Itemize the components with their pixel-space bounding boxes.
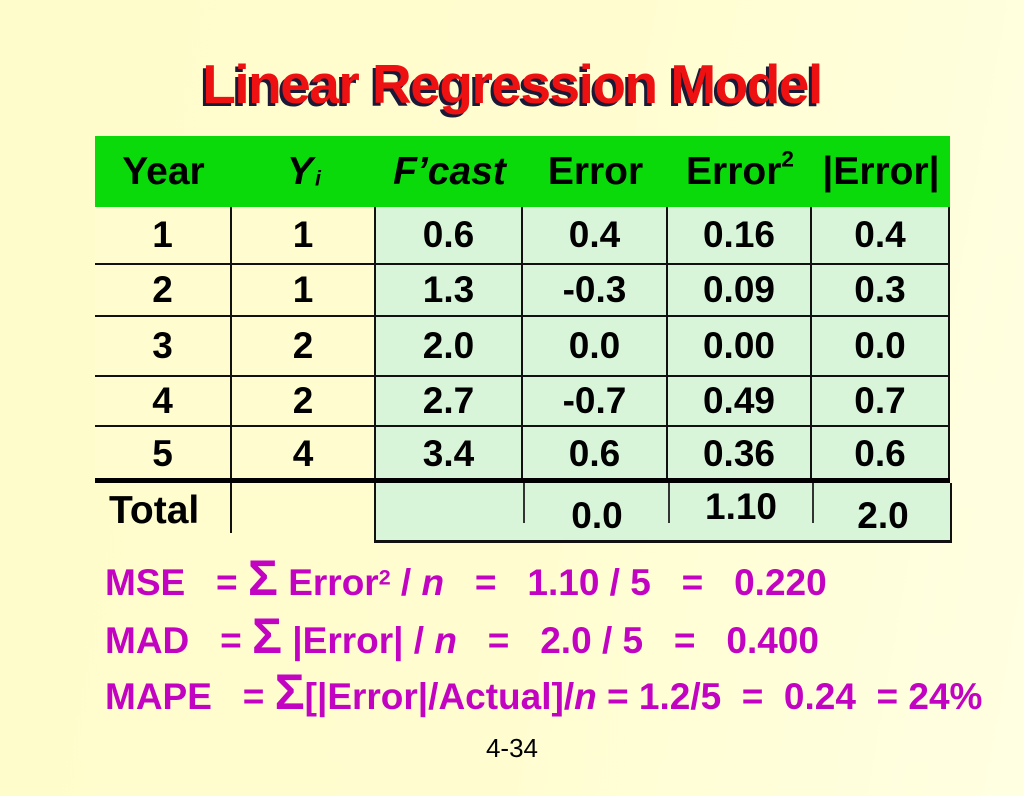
total-row-divider-line bbox=[668, 483, 670, 523]
column-header-fcast: F’cast bbox=[376, 136, 523, 207]
table-cell: 1 bbox=[95, 207, 232, 265]
table-cell: 2.7 bbox=[376, 377, 523, 427]
table-cell: 1.3 bbox=[376, 265, 523, 317]
formula-mape: MAPE = Σ [|Error|/Actual]/n = 1.2/5 = 0.2… bbox=[105, 664, 983, 720]
total-error-squared-value: 1.10 bbox=[704, 486, 778, 527]
formula-mse-exponent: 2 bbox=[378, 565, 391, 590]
page-title: Linear Regression Model bbox=[202, 53, 823, 115]
equals-sign: = bbox=[211, 676, 275, 717]
formula-mse-term: Error bbox=[277, 562, 379, 603]
formula-mad-term: |Error| / bbox=[282, 620, 435, 661]
column-header-error: Error bbox=[523, 136, 668, 207]
table-cell: 1 bbox=[232, 265, 376, 317]
column-header-year-label: Year bbox=[122, 149, 205, 193]
table-cell: 0.09 bbox=[668, 265, 812, 317]
column-header-yi-subscript: i bbox=[315, 166, 321, 191]
n-variable: n bbox=[574, 676, 597, 717]
formula-mad: MAD = Σ |Error| / n = 2.0 / 5 = 0.400 bbox=[105, 608, 819, 664]
table-cell: 0.0 bbox=[812, 317, 950, 377]
n-variable: n bbox=[421, 562, 445, 603]
table-cell: 1 bbox=[232, 207, 376, 265]
column-header-year: Year bbox=[95, 136, 232, 207]
table-cell: 4 bbox=[232, 427, 376, 480]
column-header-abs-error-label: |Error| bbox=[822, 149, 940, 193]
total-row-column-divider bbox=[230, 483, 232, 533]
total-row-divider-line bbox=[812, 483, 814, 523]
table-cell: 2.0 bbox=[376, 317, 523, 377]
table-cell: 0.6 bbox=[376, 207, 523, 265]
total-row-divider-line bbox=[523, 483, 525, 523]
formula-mad-label: MAD bbox=[105, 620, 190, 661]
table-cell: 0.16 bbox=[668, 207, 812, 265]
formula-mad-result: = 2.0 / 5 = 0.400 bbox=[456, 620, 819, 661]
total-row-label: Total bbox=[109, 489, 200, 532]
n-variable: n bbox=[434, 620, 457, 661]
table-cell: 2 bbox=[95, 265, 232, 317]
column-header-error-squared-exponent: 2 bbox=[781, 146, 794, 172]
total-row-green-block: 0.0 1.10 2.0 bbox=[374, 483, 952, 543]
table-cell: 0.36 bbox=[668, 427, 812, 480]
total-abs-error-value: 2.0 bbox=[857, 495, 909, 536]
formula-mse-result: = 1.10 / 5 = 0.220 bbox=[444, 562, 827, 603]
slide-number: 4-34 bbox=[485, 733, 539, 763]
column-header-yi-base: Y bbox=[287, 149, 314, 193]
column-header-error-squared-base: Error bbox=[686, 149, 782, 193]
table-cell: 5 bbox=[95, 427, 232, 480]
column-header-abs-error: |Error| bbox=[812, 136, 950, 207]
table-cell: 0.3 bbox=[812, 265, 950, 317]
table-cell: 2 bbox=[232, 377, 376, 427]
table-cell: 0.4 bbox=[812, 207, 950, 265]
table-cell: -0.3 bbox=[523, 265, 668, 317]
table-cell: 0.6 bbox=[812, 427, 950, 480]
formula-mape-term: [|Error|/Actual]/ bbox=[304, 676, 575, 717]
column-header-fcast-label: F’cast bbox=[393, 149, 506, 193]
table-cell: 0.6 bbox=[523, 427, 668, 480]
table-cell: 3 bbox=[95, 317, 232, 377]
formula-mape-label: MAPE bbox=[105, 676, 212, 717]
column-header-error-squared: Error 2 bbox=[668, 136, 812, 207]
table-cell: 2 bbox=[232, 317, 376, 377]
table-total-divider bbox=[95, 478, 950, 483]
column-header-error-label: Error bbox=[547, 149, 644, 193]
equals-sign: = bbox=[185, 562, 248, 603]
formula-mape-result: = 1.2/5 = 0.24 = 24% bbox=[596, 676, 983, 717]
formula-mse-divider: / bbox=[390, 562, 422, 603]
table-cell: 0.0 bbox=[523, 317, 668, 377]
table-cell: 4 bbox=[95, 377, 232, 427]
table-cell: 3.4 bbox=[376, 427, 523, 480]
equals-sign: = bbox=[189, 620, 252, 661]
table-body: 1 1 0.6 0.4 0.16 0.4 2 1 1.3 -0.3 0.09 0… bbox=[95, 207, 950, 480]
table-cell: 0.49 bbox=[668, 377, 812, 427]
total-error-value: 0.0 bbox=[571, 495, 623, 536]
table-cell: -0.7 bbox=[523, 377, 668, 427]
formula-mse-label: MSE bbox=[105, 562, 186, 603]
table-cell: 0.4 bbox=[523, 207, 668, 265]
formula-mse: MSE = Σ Error 2 / n = 1.10 / 5 = 0.220 bbox=[105, 550, 827, 606]
table-cell: 0.7 bbox=[812, 377, 950, 427]
table-cell: 0.00 bbox=[668, 317, 812, 377]
